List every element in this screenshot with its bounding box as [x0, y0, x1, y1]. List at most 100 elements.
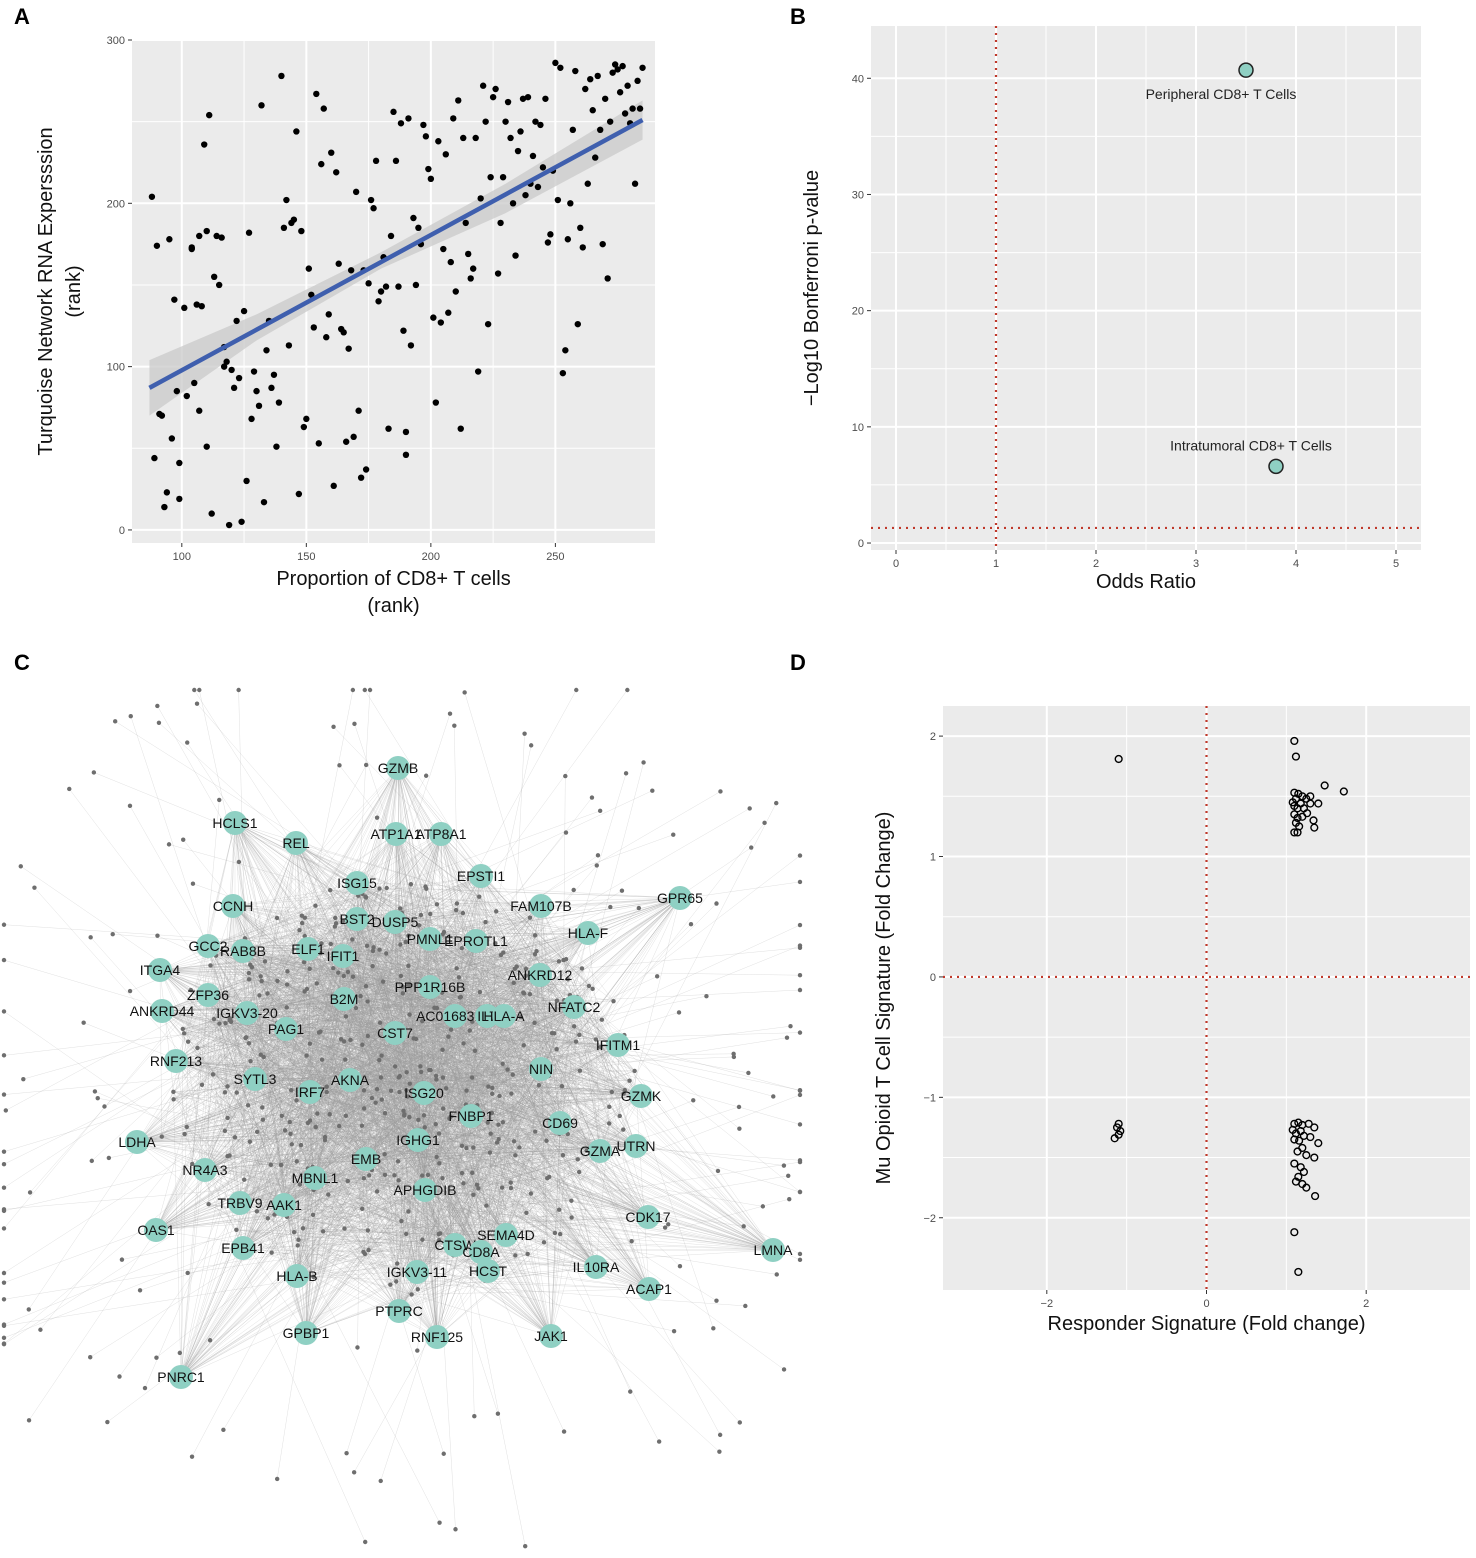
network-minor-node — [1, 922, 7, 927]
network-minor-node — [797, 922, 803, 928]
network-minor-node — [199, 1082, 205, 1087]
network-minor-node — [496, 1136, 501, 1142]
network-node-label: PAG1 — [268, 1021, 305, 1037]
network-minor-node — [437, 1161, 442, 1166]
network-minor-node — [406, 963, 411, 969]
network-minor-node — [350, 937, 355, 942]
y-tick-label: 300 — [107, 35, 125, 47]
network-minor-node — [388, 1088, 394, 1093]
x-tick-label: 200 — [422, 551, 440, 563]
network-minor-node — [221, 1427, 226, 1433]
data-point — [407, 342, 415, 349]
network-minor-node — [737, 1420, 743, 1425]
data-point — [601, 95, 609, 102]
data-point — [153, 242, 161, 249]
network-minor-node — [284, 1005, 289, 1010]
network-node-label: ATP8A1 — [415, 826, 466, 842]
network-node-label: CD69 — [542, 1115, 578, 1131]
network-hub-node — [332, 987, 356, 1011]
network-minor-node — [408, 882, 414, 887]
network-minor-node — [418, 1069, 424, 1075]
network-minor-node — [319, 941, 324, 946]
network-node-label: CDK17 — [625, 1209, 670, 1225]
network-minor-node — [324, 1084, 329, 1089]
network-minor-node — [407, 1114, 412, 1120]
network-minor-node — [544, 1138, 549, 1143]
network-minor-node — [524, 1210, 529, 1216]
network-minor-node — [345, 1178, 350, 1184]
network-hub-node — [345, 871, 369, 895]
network-minor-node — [301, 960, 307, 965]
network-minor-node — [461, 1041, 466, 1046]
data-point — [1310, 1191, 1320, 1201]
y-tick-label: 0 — [930, 972, 936, 984]
network-minor-node — [401, 1113, 407, 1118]
network-minor-node — [490, 1085, 495, 1091]
network-minor-node — [470, 1170, 475, 1176]
network-minor-node — [397, 1089, 402, 1095]
network-minor-node — [420, 1018, 425, 1024]
network-minor-node — [311, 1274, 316, 1280]
network-minor-node — [348, 1037, 353, 1043]
network-node-label: IL7 — [477, 1008, 497, 1024]
network-minor-node — [182, 1131, 187, 1137]
network-hub-node — [386, 756, 410, 780]
network-node-label: FAM107B — [510, 898, 571, 914]
network-hub-node — [148, 958, 172, 982]
network-hub-node — [285, 1264, 309, 1288]
network-minor-node — [488, 1131, 493, 1136]
network-minor-node — [208, 963, 213, 968]
network-minor-node — [181, 1031, 187, 1036]
network-minor-node — [298, 1142, 304, 1148]
network-minor-node — [464, 1145, 469, 1151]
network-minor-node — [760, 1204, 766, 1209]
network-minor-node — [441, 1451, 446, 1456]
network-minor-node — [569, 1215, 574, 1220]
data-point — [465, 250, 472, 258]
network-minor-node — [155, 703, 160, 709]
data-point — [250, 368, 258, 375]
data-point — [215, 281, 223, 289]
data-point — [285, 342, 293, 349]
network-minor-node — [392, 1173, 397, 1178]
network-minor-node — [333, 921, 339, 926]
network-minor-node — [302, 933, 307, 939]
x-tick-label: 250 — [546, 551, 564, 563]
data-point — [293, 128, 300, 135]
network-minor-node — [467, 1028, 472, 1033]
data-point — [611, 61, 619, 68]
network-minor-node — [211, 1016, 217, 1022]
network-minor-node — [797, 972, 803, 978]
data-point — [410, 214, 417, 222]
network-minor-node — [351, 1470, 357, 1475]
network-minor-node — [420, 1173, 425, 1178]
network-minor-node — [300, 1226, 306, 1231]
data-point — [196, 232, 203, 240]
network-minor-node — [106, 1155, 112, 1161]
data-point — [412, 281, 420, 289]
network-node-label: HLA-A — [483, 1008, 525, 1024]
network-minor-node — [1, 1280, 7, 1285]
network-minor-node — [565, 1131, 571, 1137]
network-minor-node — [328, 888, 333, 893]
network-minor-node — [432, 1005, 437, 1010]
network-minor-node — [714, 1298, 719, 1303]
network-minor-node — [560, 1153, 566, 1158]
network-hub-node — [492, 1004, 516, 1028]
network-minor-node — [380, 979, 386, 984]
network-minor-node — [717, 1432, 723, 1438]
data-point — [330, 482, 337, 490]
data-point — [328, 149, 335, 156]
network-minor-node — [762, 820, 767, 826]
y-tick-label: 30 — [852, 189, 864, 201]
data-point — [1302, 1183, 1311, 1192]
network-minor-node — [92, 1089, 98, 1094]
data-point — [432, 399, 440, 406]
network-hub-node — [588, 1139, 612, 1163]
network-hub-node — [469, 1240, 493, 1264]
data-point — [489, 93, 497, 101]
network-minor-node — [91, 770, 97, 775]
network-hub-node — [494, 1223, 518, 1247]
network-hub-node — [331, 944, 355, 968]
data-point — [494, 270, 502, 277]
